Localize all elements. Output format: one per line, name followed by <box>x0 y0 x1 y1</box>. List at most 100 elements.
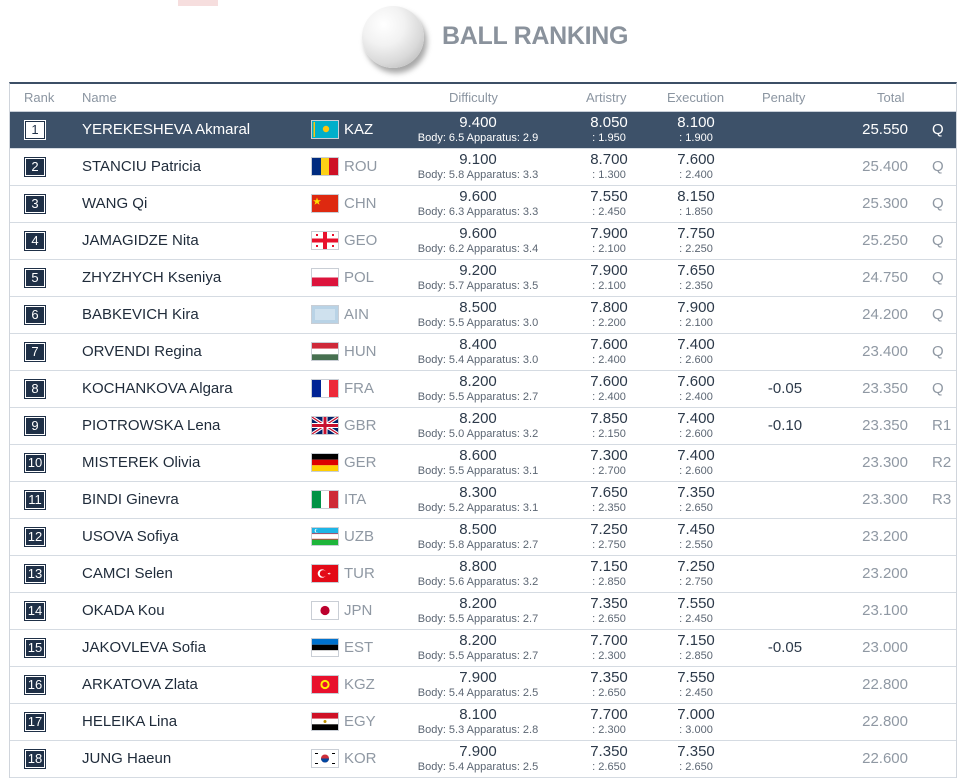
athlete-name[interactable]: JUNG Haeun <box>82 750 172 767</box>
header-penalty[interactable]: Penalty <box>762 90 806 105</box>
execution-deduction: : 2.450 <box>679 687 713 699</box>
execution-score: 7.550 <box>677 595 715 612</box>
artistry-score: 7.350 <box>590 595 628 612</box>
table-row[interactable]: 8 KOCHANKOVA Algara FRA 8.200 Body: 5.5 Appa… <box>10 371 956 408</box>
artistry-deduction: : 2.650 <box>592 761 626 773</box>
artistry-deduction: : 2.650 <box>592 613 626 625</box>
difficulty-score: 8.200 <box>459 595 497 612</box>
athlete-name[interactable]: PIOTROWSKA Lena <box>82 417 221 434</box>
athlete-name[interactable]: YEREKESHEVA Akmaral <box>82 121 251 138</box>
header-rank[interactable]: Rank <box>24 90 55 105</box>
rank-badge: 11 <box>24 490 46 510</box>
difficulty-score: 9.100 <box>459 151 497 168</box>
artistry-deduction: : 1.300 <box>592 169 626 181</box>
athlete-name[interactable]: ORVENDI Regina <box>82 343 202 360</box>
difficulty-detail: Body: 6.3 Apparatus: 3.3 <box>417 206 539 218</box>
ger-flag-icon <box>312 454 338 471</box>
execution-score: 7.400 <box>677 447 715 464</box>
table-row[interactable]: 13 CAMCI Selen TUR 8.800 Body: 5.6 Apparatus… <box>10 556 956 593</box>
fra-flag-icon <box>312 380 338 397</box>
table-row[interactable]: 12 USOVA Sofiya UZB 8.500 Body: 5.8 Apparatu… <box>10 519 956 556</box>
athlete-name[interactable]: KOCHANKOVA Algara <box>82 380 233 397</box>
athlete-name[interactable]: BINDI Ginevra <box>82 491 179 508</box>
table-row[interactable]: 2 STANCIU Patricia ROU 9.100 Body: 5.8 Appar… <box>10 149 956 186</box>
execution-score: 7.350 <box>677 743 715 760</box>
difficulty-detail: Body: 5.5 Apparatus: 2.7 <box>417 613 539 625</box>
artistry-cell: 7.350: 2.650 <box>576 742 642 773</box>
table-row[interactable]: 5 ZHYZHYCH Kseniya POL 9.200 Body: 5.7 Appar… <box>10 260 956 297</box>
header-artistry[interactable]: Artistry <box>586 90 627 105</box>
country-code: EGY <box>344 713 376 730</box>
pol-flag-icon <box>312 269 338 286</box>
difficulty-detail: Body: 5.5 Apparatus: 2.7 <box>417 391 539 403</box>
difficulty-score: 7.900 <box>459 669 497 686</box>
difficulty-detail: Body: 5.3 Apparatus: 2.8 <box>417 724 539 736</box>
corner-decoration <box>178 0 218 6</box>
table-row[interactable]: 1 YEREKESHEVA Akmaral KAZ 9.400 Body: 6.5 Ap… <box>10 112 956 149</box>
execution-score: 7.600 <box>677 373 715 390</box>
egy-flag-icon <box>312 713 338 730</box>
table-row[interactable]: 10 MISTEREK Olivia GER 8.600 Body: 5.5 Appar… <box>10 445 956 482</box>
athlete-name[interactable]: OKADA Kou <box>82 602 165 619</box>
table-row[interactable]: 17 HELEIKA Lina EGY 8.100 Body: 5.3 Apparatu… <box>10 704 956 741</box>
table-row[interactable]: 18 JUNG Haeun KOR 7.900 Body: 5.4 Apparatus:… <box>10 741 956 778</box>
execution-cell: 7.600: 2.400 <box>663 372 729 403</box>
country-code: EST <box>344 639 374 656</box>
athlete-name[interactable]: BABKEVICH Kira <box>82 306 199 323</box>
execution-score: 7.250 <box>677 558 715 575</box>
total-score: 25.550 <box>862 121 908 138</box>
athlete-name[interactable]: STANCIU Patricia <box>82 158 201 175</box>
artistry-cell: 8.700: 1.300 <box>576 150 642 181</box>
rank-badge: 4 <box>24 231 46 251</box>
artistry-score: 7.700 <box>590 632 628 649</box>
execution-cell: 7.400: 2.600 <box>663 446 729 477</box>
kaz-flag-icon <box>312 121 338 138</box>
athlete-name[interactable]: HELEIKA Lina <box>82 713 178 730</box>
qualification-status: Q <box>932 306 944 323</box>
country-code: KAZ <box>344 121 374 138</box>
total-score: 25.400 <box>862 158 908 175</box>
artistry-deduction: : 2.350 <box>592 502 626 514</box>
table-header: Rank Name Difficulty Artistry Execution … <box>10 84 956 112</box>
table-row[interactable]: 11 BINDI Ginevra ITA 8.300 Body: 5.2 Apparat… <box>10 482 956 519</box>
artistry-score: 7.700 <box>590 706 628 723</box>
country-code: JPN <box>344 602 373 619</box>
artistry-score: 8.700 <box>590 151 628 168</box>
difficulty-detail: Body: 5.5 Apparatus: 2.7 <box>417 650 539 662</box>
execution-score: 7.900 <box>677 299 715 316</box>
athlete-name[interactable]: ZHYZHYCH Kseniya <box>82 269 222 286</box>
athlete-name[interactable]: WANG Qi <box>82 195 148 212</box>
athlete-name[interactable]: ARKATOVA Zlata <box>82 676 198 693</box>
artistry-cell: 7.350: 2.650 <box>576 594 642 625</box>
table-row[interactable]: 3 WANG Qi CHN 9.600 Body: 6.3 Apparatus: 3.3… <box>10 186 956 223</box>
athlete-name[interactable]: USOVA Sofiya <box>82 528 179 545</box>
header-total[interactable]: Total <box>877 90 905 105</box>
difficulty-cell: 7.900 Body: 5.4 Apparatus: 2.5 <box>411 668 545 699</box>
athlete-name[interactable]: MISTEREK Olivia <box>82 454 201 471</box>
table-row[interactable]: 6 BABKEVICH Kira AIN 8.500 Body: 5.5 Apparat… <box>10 297 956 334</box>
difficulty-score: 8.600 <box>459 447 497 464</box>
difficulty-score: 9.600 <box>459 188 497 205</box>
difficulty-cell: 8.200 Body: 5.5 Apparatus: 2.7 <box>411 372 545 403</box>
artistry-deduction: : 2.100 <box>592 280 626 292</box>
artistry-score: 7.800 <box>590 299 628 316</box>
artistry-cell: 7.300: 2.700 <box>576 446 642 477</box>
header-difficulty[interactable]: Difficulty <box>449 90 498 105</box>
table-row[interactable]: 15 JAKOVLEVA Sofia EST 8.200 Body: 5.5 Appar… <box>10 630 956 667</box>
table-row[interactable]: 14 OKADA Kou JPN 8.200 Body: 5.5 Apparatus: … <box>10 593 956 630</box>
athlete-name[interactable]: CAMCI Selen <box>82 565 173 582</box>
table-row[interactable]: 7 ORVENDI Regina HUN 8.400 Body: 5.4 Apparat… <box>10 334 956 371</box>
athlete-name[interactable]: JAMAGIDZE Nita <box>82 232 199 249</box>
table-row[interactable]: 4 JAMAGIDZE Nita GEO 9.600 Body: 6.2 Apparat… <box>10 223 956 260</box>
artistry-deduction: : 2.300 <box>592 650 626 662</box>
header-execution[interactable]: Execution <box>667 90 725 105</box>
difficulty-cell: 9.600 Body: 6.2 Apparatus: 3.4 <box>411 224 545 255</box>
header-name[interactable]: Name <box>82 90 117 105</box>
table-row[interactable]: 9 PIOTROWSKA Lena GBR 8.200 Body: 5.0 Appara… <box>10 408 956 445</box>
execution-cell: 7.550: 2.450 <box>663 668 729 699</box>
execution-deduction: : 1.850 <box>679 206 713 218</box>
table-row[interactable]: 16 ARKATOVA Zlata KGZ 7.900 Body: 5.4 Appara… <box>10 667 956 704</box>
country-code: POL <box>344 269 375 286</box>
athlete-name[interactable]: JAKOVLEVA Sofia <box>82 639 206 656</box>
execution-deduction: : 2.100 <box>679 317 713 329</box>
